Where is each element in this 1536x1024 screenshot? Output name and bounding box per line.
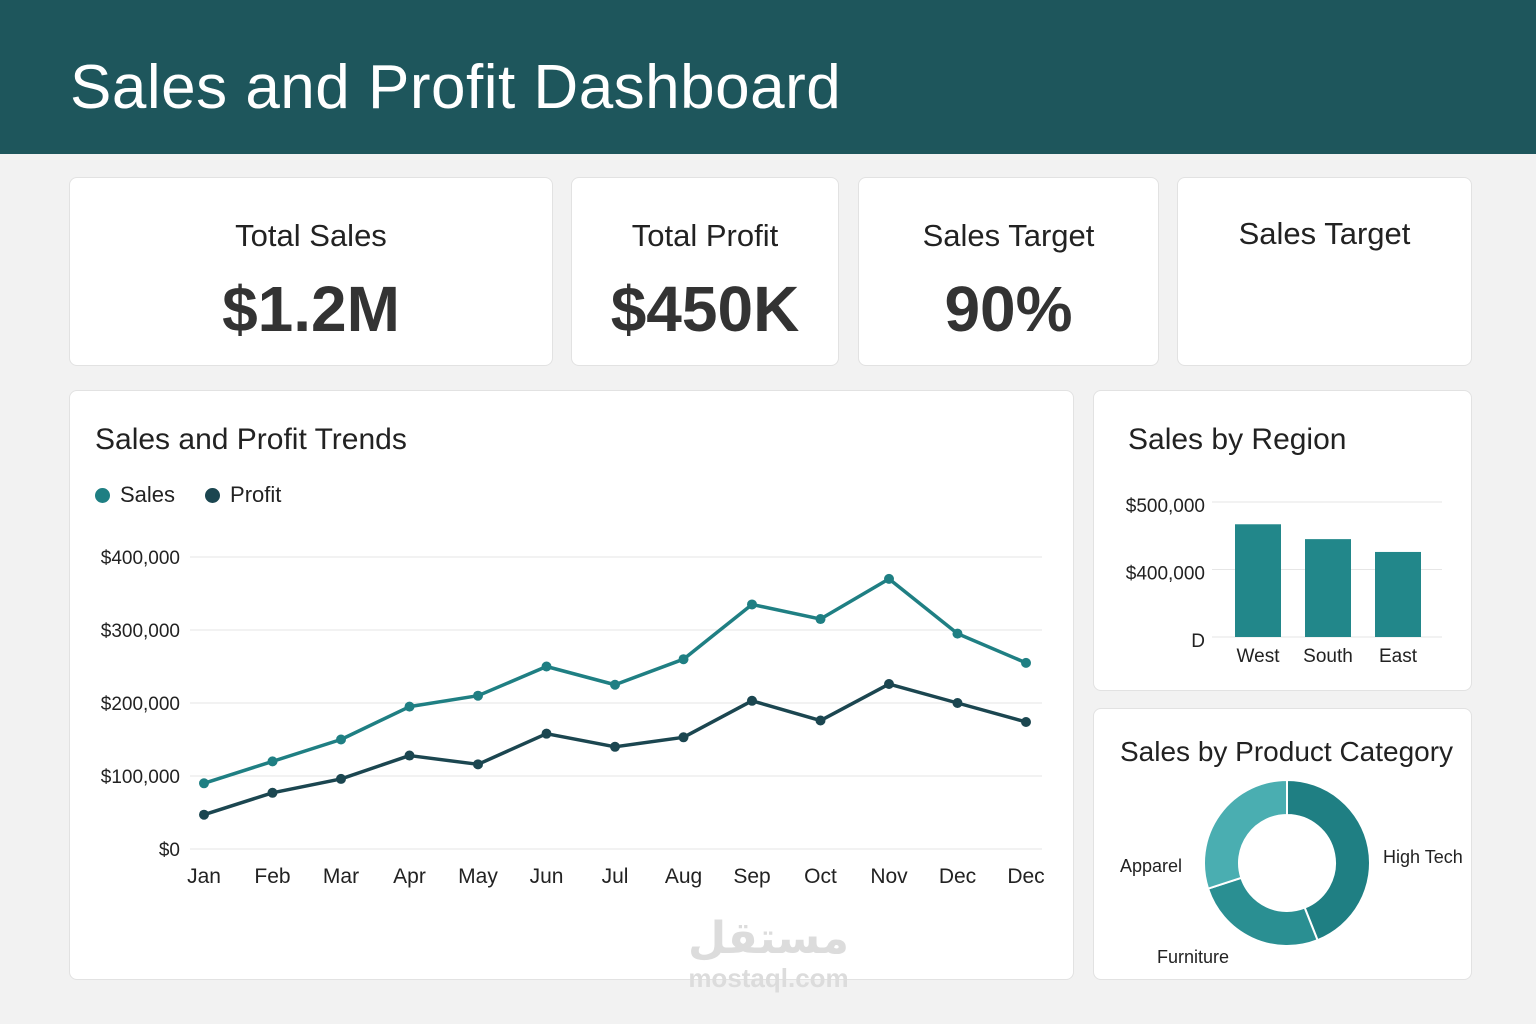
kpi-card-total-sales: Total Sales $1.2M	[69, 177, 553, 366]
category-title: Sales by Product Category	[1120, 736, 1454, 767]
watermark: مستقل mostaql.com	[676, 914, 861, 994]
legend-label: Sales	[120, 482, 176, 507]
kpi-label: Total Profit	[631, 218, 779, 253]
legend-label: Profit	[230, 482, 282, 507]
trends-title: Sales and Profit Trends	[95, 423, 407, 456]
region-panel	[1093, 390, 1472, 691]
kpi-label: Sales Target	[922, 218, 1095, 253]
kpi-value: $450K	[610, 273, 800, 345]
trends-legend: Sales Profit	[95, 482, 311, 508]
kpi-value: $1.2M	[222, 273, 400, 345]
legend-item-profit: Profit	[205, 482, 281, 508]
legend-item-sales: Sales	[95, 482, 175, 508]
kpi-card-sales-target: Sales Target 90%	[858, 177, 1159, 366]
watermark-text: mostaql.com	[688, 963, 849, 993]
kpi-card-total-profit: Total Profit $450K	[571, 177, 839, 366]
legend-swatch-sales	[95, 487, 110, 503]
watermark-logo: مستقل	[688, 914, 849, 963]
kpi-label: Total Sales	[235, 218, 387, 253]
kpi-label: Sales Target	[1238, 216, 1411, 251]
header-bar: Sales and Profit Dashboard	[0, 0, 1536, 154]
kpi-card-sales-target-2: Sales Target	[1177, 177, 1472, 366]
region-title: Sales by Region	[1128, 423, 1347, 456]
kpi-value: 90%	[944, 273, 1073, 345]
trends-panel	[69, 390, 1074, 980]
legend-swatch-profit	[205, 487, 221, 503]
page-title: Sales and Profit Dashboard	[70, 53, 842, 122]
